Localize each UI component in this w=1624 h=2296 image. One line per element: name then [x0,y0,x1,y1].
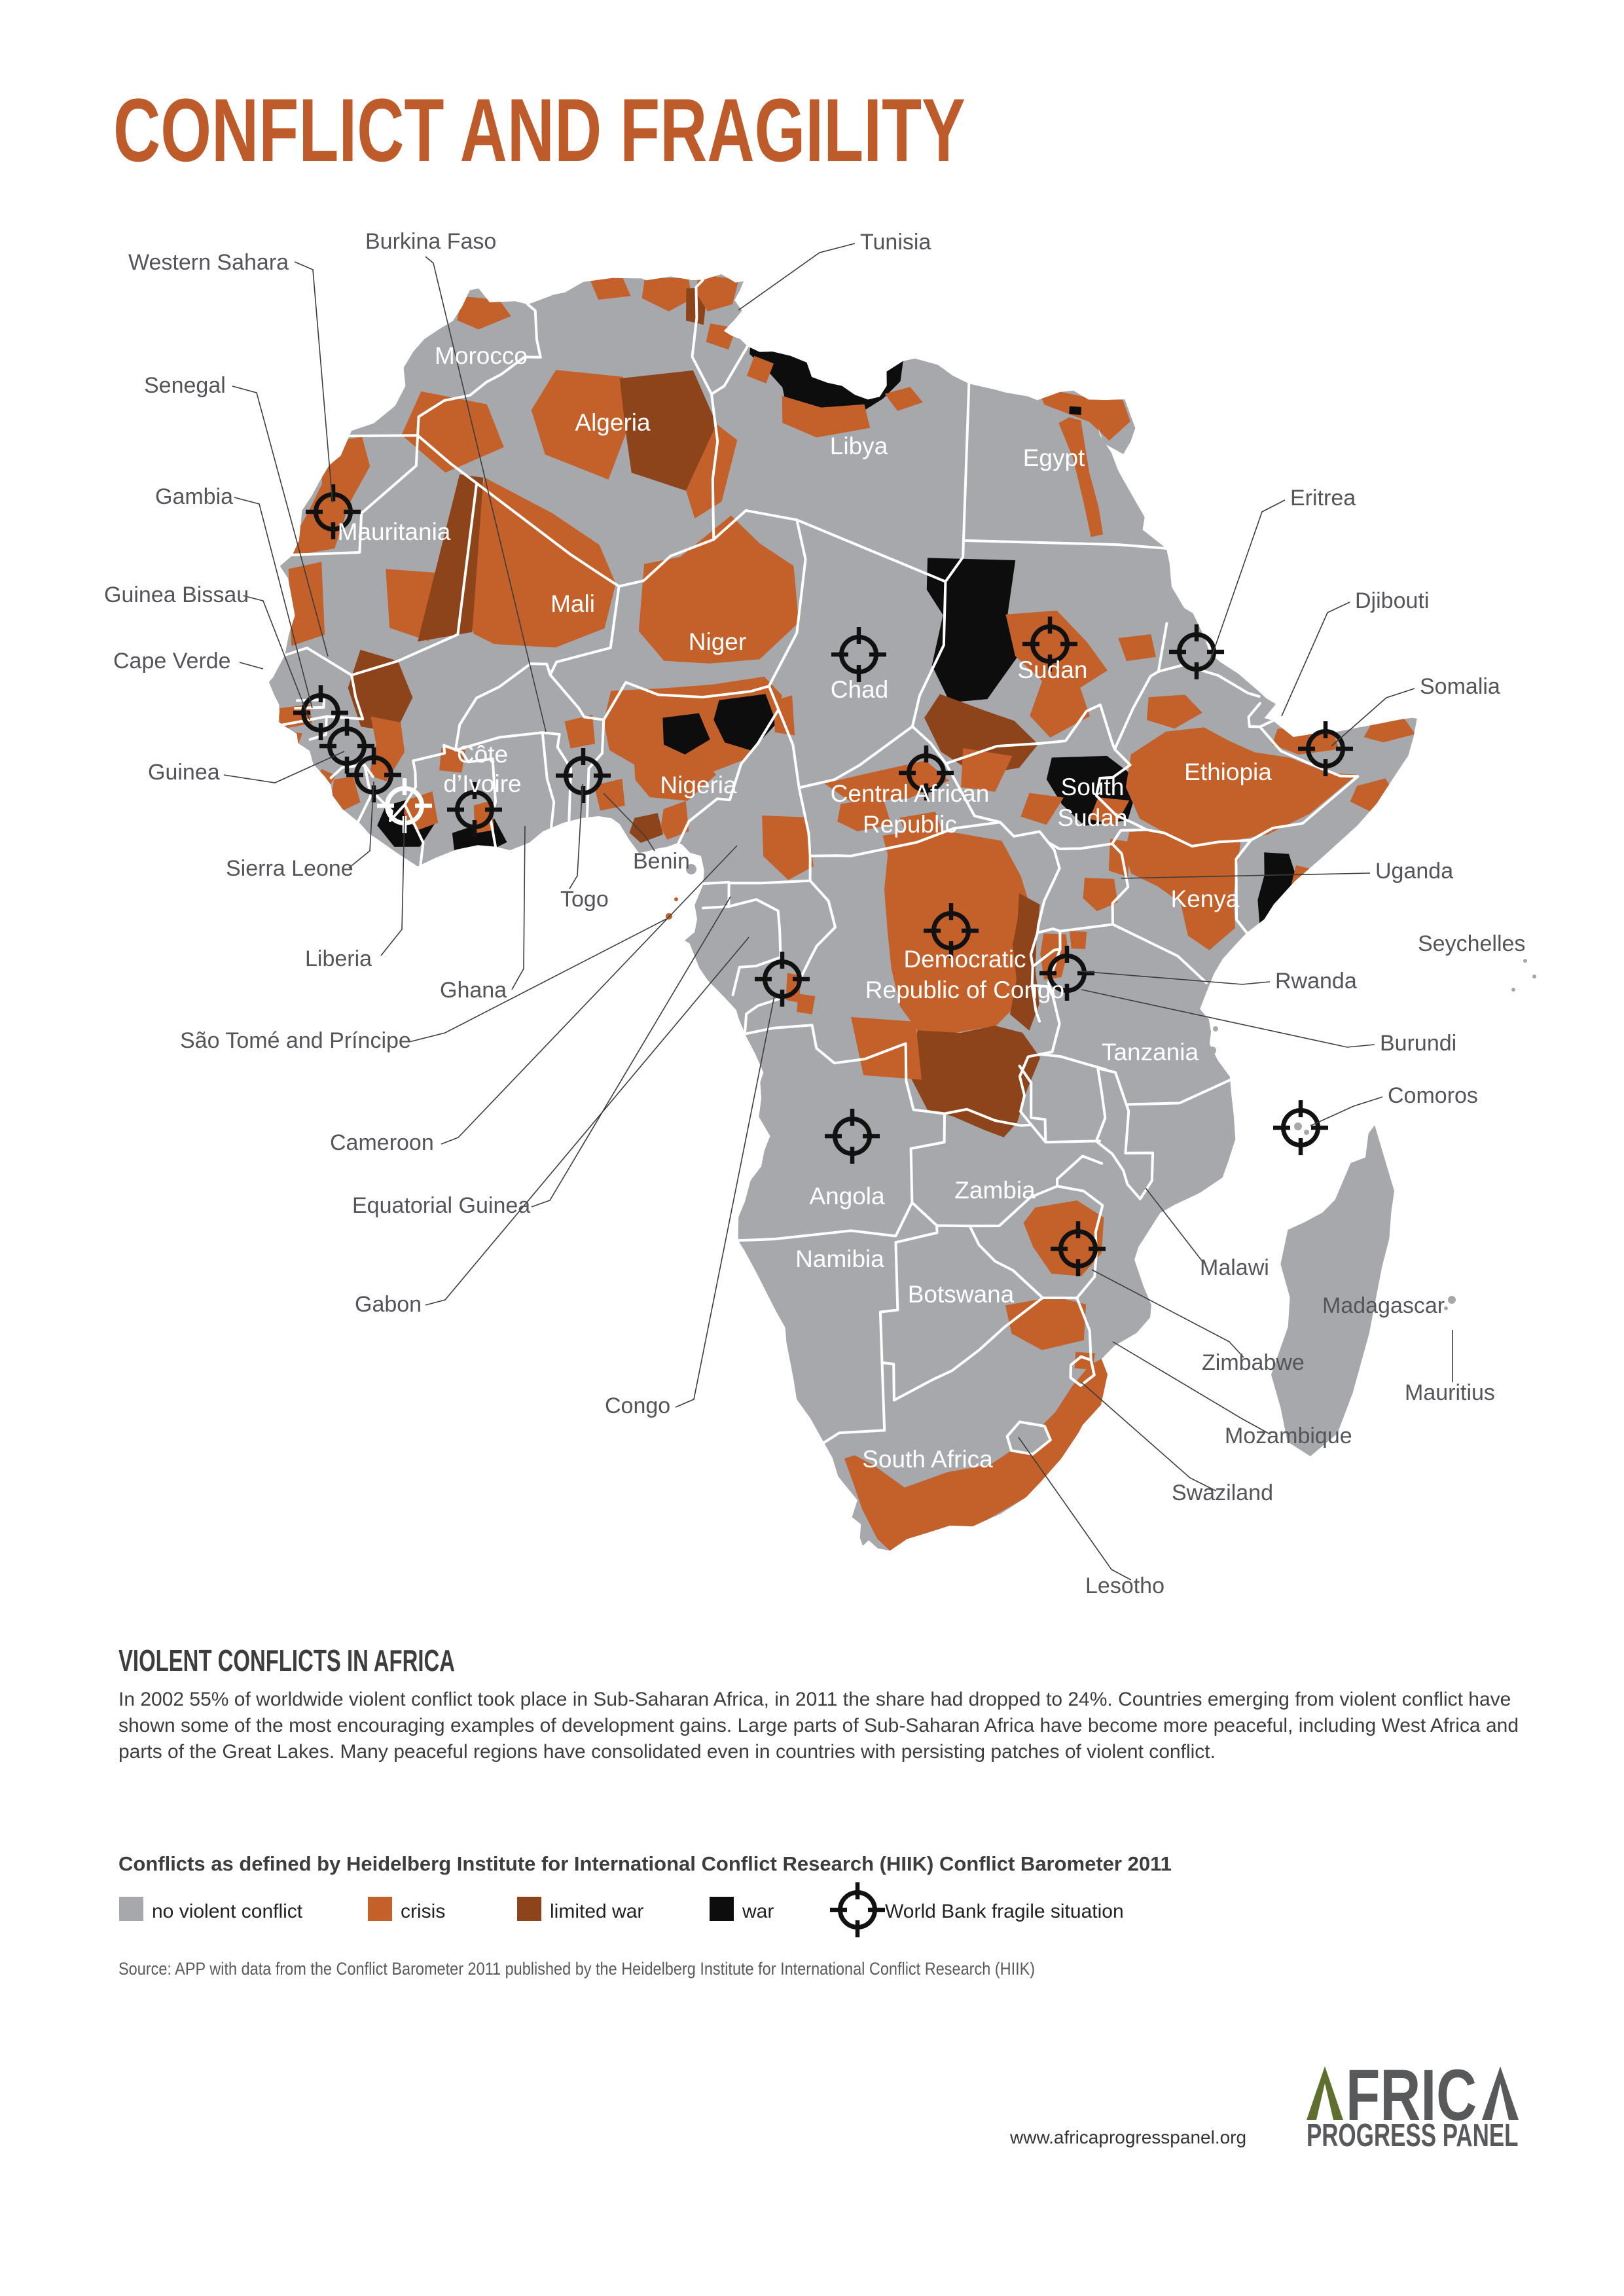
svg-text:Ghana: Ghana [440,978,507,1003]
svg-text:Gambia: Gambia [155,484,233,509]
svg-text:Sudan: Sudan [1018,656,1088,683]
svg-text:Senegal: Senegal [144,373,226,398]
svg-text:Djibouti: Djibouti [1355,588,1429,613]
svg-text:Uganda: Uganda [1375,859,1453,884]
svg-text:Zimbabwe: Zimbabwe [1202,1350,1305,1375]
svg-text:Angola: Angola [809,1183,885,1210]
svg-text:Tanzania: Tanzania [1102,1039,1199,1066]
svg-text:Mauritania: Mauritania [338,518,451,545]
svg-text:Liberia: Liberia [305,946,372,971]
svg-text:d’Ivoire: d’Ivoire [443,770,521,797]
svg-text:Republic of Congo: Republic of Congo [865,977,1064,1003]
svg-text:PROGRESS PANEL: PROGRESS PANEL [1307,2117,1518,2153]
svg-text:Togo: Togo [560,887,609,912]
svg-text:Côte: Côte [457,741,508,768]
svg-text:Algeria: Algeria [575,409,651,436]
svg-text:Tunisia: Tunisia [860,230,931,255]
svg-text:Mauritius: Mauritius [1405,1380,1495,1405]
svg-text:Madagascar: Madagascar [1322,1293,1445,1318]
svg-text:Sierra Leone: Sierra Leone [226,856,353,881]
svg-text:Mozambique: Mozambique [1225,1424,1352,1448]
svg-text:Nigeria: Nigeria [660,772,737,798]
svg-text:São Tomé and Príncipe: São Tomé and Príncipe [180,1028,411,1053]
svg-text:Niger: Niger [689,628,746,655]
svg-text:Sudan: Sudan [1058,804,1128,831]
svg-text:South: South [1061,774,1125,800]
svg-text:Equatorial Guinea: Equatorial Guinea [352,1193,530,1218]
svg-text:Western Sahara: Western Sahara [128,250,289,275]
svg-text:Guinea Bissau: Guinea Bissau [104,583,249,607]
svg-text:Cape Verde: Cape Verde [113,649,231,673]
svg-text:Botswana: Botswana [908,1281,1015,1308]
svg-text:Mali: Mali [550,590,595,617]
svg-text:Gabon: Gabon [355,1292,422,1317]
svg-text:Morocco: Morocco [435,342,528,369]
svg-text:Namibia: Namibia [795,1246,884,1272]
svg-text:FRIC: FRIC [1346,2066,1477,2135]
svg-text:Congo: Congo [605,1393,670,1418]
svg-text:Rwanda: Rwanda [1275,969,1357,994]
svg-text:Zambia: Zambia [954,1177,1036,1204]
svg-text:Swaziland: Swaziland [1172,1480,1273,1505]
svg-text:Comoros: Comoros [1388,1083,1478,1108]
svg-text:Egypt: Egypt [1023,444,1085,471]
svg-text:Central African: Central African [831,780,990,807]
svg-text:Malawi: Malawi [1200,1255,1269,1280]
svg-text:Kenya: Kenya [1171,886,1240,912]
svg-text:Cameroon: Cameroon [330,1130,434,1155]
svg-text:Democratic: Democratic [903,946,1026,973]
svg-text:Seychelles: Seychelles [1418,931,1525,956]
svg-text:Burkina Faso: Burkina Faso [365,229,496,254]
svg-text:South Africa: South Africa [862,1446,993,1473]
svg-text:Eritrea: Eritrea [1290,486,1356,511]
svg-text:Guinea: Guinea [148,760,220,785]
svg-text:Burundi: Burundi [1380,1031,1456,1056]
svg-text:Ethiopia: Ethiopia [1184,759,1272,785]
svg-text:Somalia: Somalia [1420,674,1500,699]
svg-text:Chad: Chad [831,676,888,703]
svg-text:Lesotho: Lesotho [1085,1573,1164,1598]
svg-text:Benin: Benin [633,849,690,874]
svg-text:Libya: Libya [830,433,888,459]
svg-text:Republic: Republic [863,811,957,838]
